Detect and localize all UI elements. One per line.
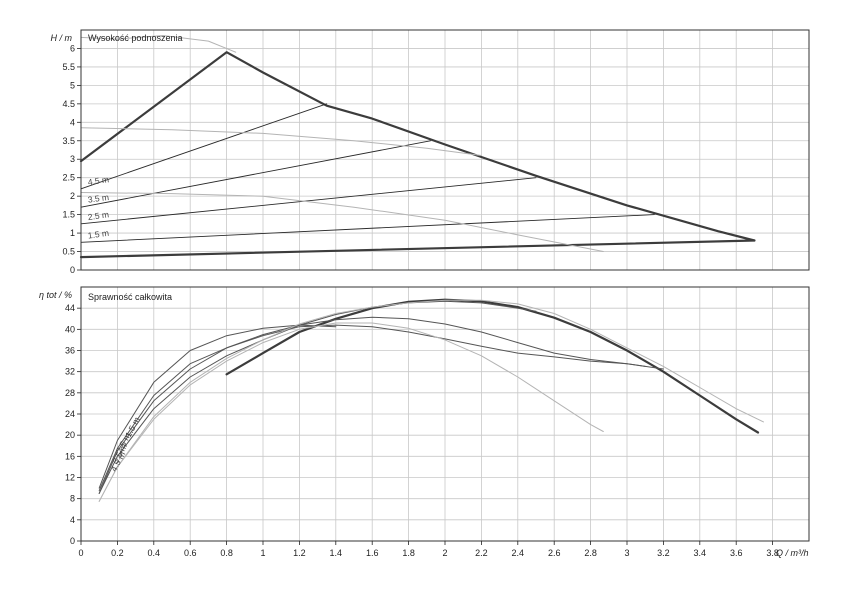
y-tick-label: 2 <box>70 191 75 201</box>
series-line-1-2 <box>79 239 756 259</box>
series-line-2-5 <box>98 324 337 489</box>
x-tick-label: 3.6 <box>730 548 743 558</box>
curve-label: 3.5 m <box>87 192 109 205</box>
y-tick-label: 16 <box>65 451 75 461</box>
y-tick-label: 5.5 <box>62 62 75 72</box>
x-tick-label: 3.2 <box>657 548 670 558</box>
series-line-1-4 <box>80 140 431 208</box>
y-tick-label: 28 <box>65 388 75 398</box>
text-layer: 0 0.5 1 1.5 2 2.5 3 3.5 4 4.5 5 5.5 6 4.5 m 3.5 m 2.5 m… <box>39 33 809 558</box>
curve-label: 1.5 m <box>87 228 109 241</box>
x-tick-label: 0.8 <box>220 548 233 558</box>
y-tick-label: 24 <box>65 409 75 419</box>
series-line-2-2 <box>98 300 537 494</box>
y-tick-label: 4 <box>70 515 75 525</box>
x-tick-label: 1 <box>260 548 265 558</box>
x-tick-label: 2.4 <box>512 548 525 558</box>
x-tick-label: 1.6 <box>366 548 379 558</box>
y-tick-label: 32 <box>65 367 75 377</box>
x-tick-label: 0 <box>78 548 83 558</box>
y-tick-label: 5 <box>70 80 75 90</box>
x-tick-label: 2 <box>442 548 447 558</box>
y-tick-label: 1.5 <box>62 210 75 220</box>
series-line-1-1 <box>79 51 756 242</box>
series-line-2-7 <box>98 299 764 502</box>
series-line-1-3 <box>80 103 328 190</box>
panel-title: Sprawność całkowita <box>88 292 172 302</box>
y-tick-label: 20 <box>65 430 75 440</box>
y-axis-label: η tot / % <box>39 290 72 300</box>
y-tick-label: 6 <box>70 43 75 53</box>
x-tick-label: 2.8 <box>584 548 597 558</box>
panel-title: Wysokość podnoszenia <box>88 33 182 43</box>
y-tick-label: 1 <box>70 228 75 238</box>
series-line-1-7 <box>80 35 237 53</box>
y-tick-label: 0.5 <box>62 247 75 257</box>
x-tick-label: 0.2 <box>111 548 124 558</box>
plot-frame <box>80 29 810 271</box>
y-tick-label: 8 <box>70 494 75 504</box>
x-tick-label: 3 <box>624 548 629 558</box>
x-tick-label: 3.4 <box>694 548 707 558</box>
series-line-1-6 <box>80 214 655 243</box>
y-tick-label: 40 <box>65 324 75 334</box>
series-line-1-8 <box>80 127 482 156</box>
series-line-2-1 <box>225 298 760 434</box>
y-tick-label: 4.5 <box>62 99 75 109</box>
x-tick-label: 0.4 <box>148 548 161 558</box>
frame-layer <box>77 29 810 545</box>
x-tick-label: 0.6 <box>184 548 197 558</box>
y-tick-label: 12 <box>65 473 75 483</box>
curve-label: 2.5 m <box>87 209 109 222</box>
y-tick-label: 3.5 <box>62 136 75 146</box>
x-tick-label: 1.4 <box>330 548 343 558</box>
curve-label: 4.5 m <box>87 174 109 187</box>
x-tick-label: 3.8 <box>766 548 779 558</box>
x-tick-label: 2.6 <box>548 548 561 558</box>
series-line-1-5 <box>80 177 537 225</box>
series-line-2-3 <box>98 316 664 494</box>
y-axis-label: H / m <box>51 33 73 43</box>
y-tick-label: 36 <box>65 346 75 356</box>
series-layer <box>79 35 764 502</box>
grid-layer <box>81 30 809 542</box>
x-tick-label: 1.2 <box>293 548 306 558</box>
y-tick-label: 3 <box>70 154 75 164</box>
y-tick-label: 0 <box>70 265 75 275</box>
y-tick-label: 0 <box>70 536 75 546</box>
series-line-1-9 <box>80 192 604 252</box>
x-axis-label: Q / m³/h <box>776 548 809 558</box>
series-line-2-6 <box>98 322 604 502</box>
curve-label: 4.5 m <box>109 450 128 473</box>
y-tick-label: 2.5 <box>62 173 75 183</box>
series-line-2-4 <box>98 324 646 492</box>
x-tick-label: 1.8 <box>402 548 415 558</box>
y-tick-label: 4 <box>70 117 75 127</box>
y-tick-label: 44 <box>65 303 75 313</box>
x-tick-label: 2.2 <box>475 548 488 558</box>
